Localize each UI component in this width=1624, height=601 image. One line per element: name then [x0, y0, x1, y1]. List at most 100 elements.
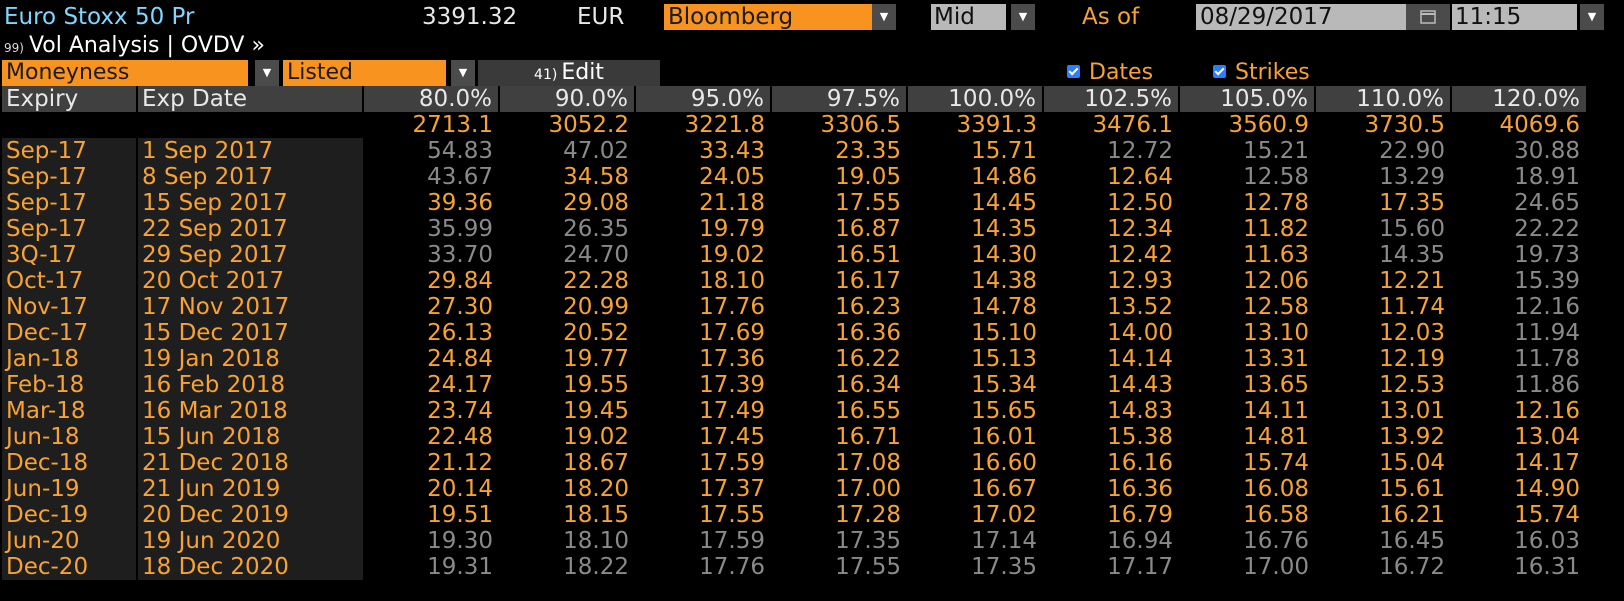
vol-cell[interactable]: 11.82 [1243, 216, 1309, 242]
vol-cell[interactable]: 20.99 [563, 294, 629, 320]
column-header-expiry[interactable]: Expiry [2, 86, 137, 112]
vol-cell[interactable]: 22.22 [1514, 216, 1580, 242]
expiry-cell[interactable]: 3Q-17 [2, 242, 137, 268]
vol-cell[interactable]: 16.71 [835, 424, 901, 450]
vol-cell[interactable]: 12.53 [1379, 372, 1445, 398]
vol-cell[interactable]: 15.10 [971, 320, 1037, 346]
vol-cell[interactable]: 19.79 [699, 216, 765, 242]
exp-date-cell[interactable]: 19 Jan 2018 [136, 346, 363, 372]
vol-cell[interactable]: 21.18 [699, 190, 765, 216]
vol-cell[interactable]: 17.59 [699, 528, 765, 554]
vol-cell[interactable]: 14.43 [1107, 372, 1173, 398]
vol-cell[interactable]: 16.72 [1379, 554, 1445, 580]
exp-date-cell[interactable]: 20 Oct 2017 [136, 268, 363, 294]
as-of-time-input[interactable]: 11:15 [1452, 4, 1577, 30]
vol-cell[interactable]: 15.34 [971, 372, 1037, 398]
expiry-cell[interactable]: Dec-18 [2, 450, 137, 476]
vol-cell[interactable]: 12.58 [1243, 294, 1309, 320]
vol-cell[interactable]: 33.70 [427, 242, 493, 268]
expiry-cell[interactable]: Jun-18 [2, 424, 137, 450]
vol-cell[interactable]: 17.08 [835, 450, 901, 476]
source-select[interactable]: Bloomberg [664, 4, 896, 30]
table-row[interactable]: Sep-17 8 Sep 2017 43.67 34.58 24.05 19.05 14.8… [2, 164, 1586, 190]
vol-cell[interactable]: 15.60 [1379, 216, 1445, 242]
expiry-cell[interactable]: Feb-18 [2, 372, 137, 398]
table-row[interactable]: Dec-20 18 Dec 2020 19.31 18.22 17.76 17.55 17.… [2, 554, 1586, 580]
vol-cell[interactable]: 16.31 [1514, 554, 1580, 580]
vol-cell[interactable]: 24.84 [427, 346, 493, 372]
vol-cell[interactable]: 22.28 [563, 268, 629, 294]
vol-cell[interactable]: 22.90 [1379, 138, 1445, 164]
vol-cell[interactable]: 15.65 [971, 398, 1037, 424]
vol-cell[interactable]: 18.15 [563, 502, 629, 528]
table-row[interactable]: Dec-17 15 Dec 2017 26.13 20.52 17.69 16.36 15.… [2, 320, 1586, 346]
vol-cell[interactable]: 29.84 [427, 268, 493, 294]
table-row[interactable]: Jun-18 15 Jun 2018 22.48 19.02 17.45 16.71 16.… [2, 424, 1586, 450]
vol-cell[interactable]: 14.45 [971, 190, 1037, 216]
vol-cell[interactable]: 15.38 [1107, 424, 1173, 450]
vol-cell[interactable]: 34.58 [563, 164, 629, 190]
pricing-select[interactable]: Mid [931, 4, 1006, 30]
vol-cell[interactable]: 16.34 [835, 372, 901, 398]
vol-cell[interactable]: 13.01 [1379, 398, 1445, 424]
expiry-cell[interactable]: Dec-17 [2, 320, 137, 346]
vol-cell[interactable]: 12.21 [1379, 268, 1445, 294]
exp-date-cell[interactable]: 20 Dec 2019 [136, 502, 363, 528]
vol-cell[interactable]: 16.94 [1107, 528, 1173, 554]
vol-cell[interactable]: 16.55 [835, 398, 901, 424]
vol-cell[interactable]: 15.39 [1514, 268, 1580, 294]
as-of-date-input[interactable]: 08/29/2017 [1196, 4, 1406, 30]
vol-cell[interactable]: 23.35 [835, 138, 901, 164]
moneyness-dropdown-button[interactable]: ▼ [255, 60, 279, 86]
vol-cell[interactable]: 17.55 [835, 190, 901, 216]
expiry-cell[interactable]: Jun-20 [2, 528, 137, 554]
exp-date-cell[interactable]: 22 Sep 2017 [136, 216, 363, 242]
vol-cell[interactable]: 12.72 [1107, 138, 1173, 164]
vol-cell[interactable]: 43.67 [427, 164, 493, 190]
vol-cell[interactable]: 17.76 [699, 294, 765, 320]
vol-cell[interactable]: 15.13 [971, 346, 1037, 372]
pricing-dropdown-button[interactable]: ▼ [1011, 4, 1035, 30]
vol-cell[interactable]: 27.30 [427, 294, 493, 320]
vol-cell[interactable]: 16.21 [1379, 502, 1445, 528]
vol-cell[interactable]: 14.35 [1379, 242, 1445, 268]
vol-cell[interactable]: 17.02 [971, 502, 1037, 528]
vol-cell[interactable]: 17.39 [699, 372, 765, 398]
vol-cell[interactable]: 16.45 [1379, 528, 1445, 554]
edit-button[interactable]: 41) Edit [478, 60, 660, 86]
vol-cell[interactable]: 14.81 [1243, 424, 1309, 450]
vol-cell[interactable]: 16.17 [835, 268, 901, 294]
time-dropdown-button[interactable]: ▼ [1580, 4, 1604, 30]
vol-cell[interactable]: 39.36 [427, 190, 493, 216]
dates-checkbox[interactable]: Dates [1067, 60, 1153, 86]
vol-cell[interactable]: 17.45 [699, 424, 765, 450]
listed-select[interactable]: Listed [283, 60, 446, 86]
vol-cell[interactable]: 19.55 [563, 372, 629, 398]
table-row[interactable]: Sep-17 1 Sep 2017 54.83 47.02 33.43 23.35 15.7… [2, 138, 1586, 164]
exp-date-cell[interactable]: 16 Feb 2018 [136, 372, 363, 398]
vol-cell[interactable]: 13.92 [1379, 424, 1445, 450]
exp-date-cell[interactable]: 1 Sep 2017 [136, 138, 363, 164]
vol-cell[interactable]: 16.51 [835, 242, 901, 268]
vol-cell[interactable]: 11.86 [1514, 372, 1580, 398]
vol-cell[interactable]: 14.35 [971, 216, 1037, 242]
vol-cell[interactable]: 12.16 [1514, 398, 1580, 424]
exp-date-cell[interactable]: 21 Jun 2019 [136, 476, 363, 502]
vol-cell[interactable]: 12.16 [1514, 294, 1580, 320]
vol-cell[interactable]: 14.14 [1107, 346, 1173, 372]
vol-cell[interactable]: 14.11 [1243, 398, 1309, 424]
exp-date-cell[interactable]: 19 Jun 2020 [136, 528, 363, 554]
vol-cell[interactable]: 33.43 [699, 138, 765, 164]
exp-date-cell[interactable]: 17 Nov 2017 [136, 294, 363, 320]
vol-cell[interactable]: 17.49 [699, 398, 765, 424]
table-row[interactable]: Nov-17 17 Nov 2017 27.30 20.99 17.76 16.23 14.… [2, 294, 1586, 320]
expiry-cell[interactable]: Jun-19 [2, 476, 137, 502]
vol-cell[interactable]: 30.88 [1514, 138, 1580, 164]
vol-cell[interactable]: 12.50 [1107, 190, 1173, 216]
vol-cell[interactable]: 17.37 [699, 476, 765, 502]
vol-cell[interactable]: 22.48 [427, 424, 493, 450]
vol-cell[interactable]: 15.74 [1243, 450, 1309, 476]
listed-dropdown-button[interactable]: ▼ [451, 60, 475, 86]
function-title[interactable]: 99) Vol Analysis | OVDV » [4, 33, 265, 59]
column-header-moneyness[interactable]: 110.0% [1314, 86, 1451, 112]
